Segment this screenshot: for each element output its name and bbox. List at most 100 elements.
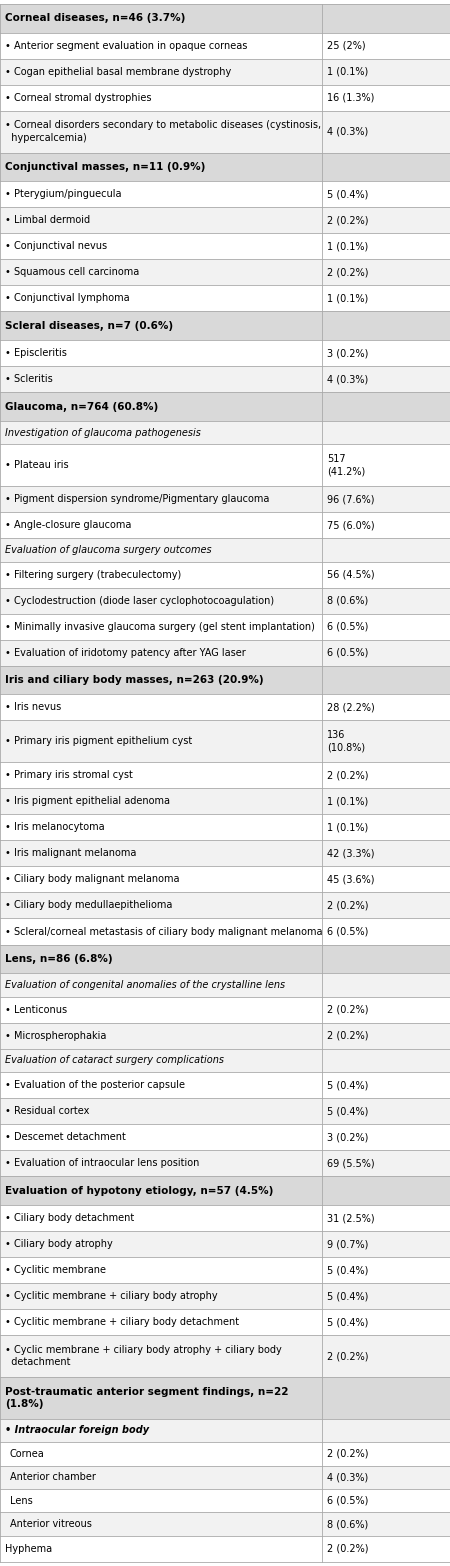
Text: Scleral diseases, n=7 (0.6%): Scleral diseases, n=7 (0.6%): [5, 321, 173, 330]
Text: • Iris pigment epithelial adenoma: • Iris pigment epithelial adenoma: [5, 796, 170, 806]
Text: • Cyclitic membrane + ciliary body detachment: • Cyclitic membrane + ciliary body detac…: [5, 1317, 239, 1328]
Bar: [0, 1206, 322, 1231]
Bar: [0, 182, 322, 207]
Text: • Cyclitic membrane: • Cyclitic membrane: [5, 1265, 106, 1275]
Bar: [0, 1283, 322, 1309]
Bar: [0, 614, 322, 639]
Bar: [322, 1073, 450, 1098]
Bar: [322, 485, 450, 512]
Bar: [0, 260, 322, 285]
Text: Post-traumatic anterior segment findings, n=22
(1.8%): Post-traumatic anterior segment findings…: [5, 1386, 288, 1409]
Text: 31 (2.5%): 31 (2.5%): [327, 1214, 374, 1223]
Bar: [322, 1536, 450, 1561]
Text: Corneal diseases, n=46 (3.7%): Corneal diseases, n=46 (3.7%): [5, 14, 185, 23]
Bar: [322, 1257, 450, 1283]
Bar: [322, 421, 450, 445]
Bar: [0, 1442, 322, 1466]
Text: 25 (2%): 25 (2%): [327, 41, 365, 50]
Bar: [0, 666, 322, 694]
Bar: [322, 1206, 450, 1231]
Bar: [0, 587, 322, 614]
Text: 2 (0.2%): 2 (0.2%): [327, 215, 368, 226]
Bar: [322, 996, 450, 1023]
Bar: [0, 1489, 322, 1513]
Bar: [322, 1513, 450, 1536]
Bar: [322, 5, 450, 33]
Text: 2 (0.2%): 2 (0.2%): [327, 1449, 368, 1460]
Bar: [0, 33, 322, 58]
Bar: [322, 260, 450, 285]
Text: • Primary iris pigment epithelium cyst: • Primary iris pigment epithelium cyst: [5, 736, 192, 747]
Text: • Microspherophakia: • Microspherophakia: [5, 1030, 106, 1041]
Bar: [322, 1309, 450, 1336]
Text: • Minimally invasive glaucoma surgery (gel stent implantation): • Minimally invasive glaucoma surgery (g…: [5, 622, 315, 631]
Text: 1 (0.1%): 1 (0.1%): [327, 822, 368, 832]
Text: • Cyclic membrane + ciliary body atrophy + ciliary body
  detachment: • Cyclic membrane + ciliary body atrophy…: [5, 1345, 282, 1367]
Text: 42 (3.3%): 42 (3.3%): [327, 849, 374, 858]
Bar: [322, 893, 450, 919]
Bar: [0, 152, 322, 182]
Bar: [0, 562, 322, 587]
Bar: [322, 340, 450, 366]
Text: 16 (1.3%): 16 (1.3%): [327, 92, 374, 103]
Text: 2 (0.2%): 2 (0.2%): [327, 1030, 368, 1041]
Text: 6 (0.5%): 6 (0.5%): [327, 1496, 368, 1506]
Text: • Descemet detachment: • Descemet detachment: [5, 1132, 126, 1142]
Text: • Ciliary body medullaepithelioma: • Ciliary body medullaepithelioma: [5, 900, 172, 910]
Bar: [322, 639, 450, 666]
Text: • Angle-closure glaucoma: • Angle-closure glaucoma: [5, 520, 131, 529]
Bar: [0, 1309, 322, 1336]
Bar: [0, 392, 322, 421]
Text: 6 (0.5%): 6 (0.5%): [327, 622, 368, 631]
Text: Iris and ciliary body masses, n=263 (20.9%): Iris and ciliary body masses, n=263 (20.…: [5, 675, 264, 684]
Text: Evaluation of glaucoma surgery outcomes: Evaluation of glaucoma surgery outcomes: [5, 545, 211, 554]
Text: 3 (0.2%): 3 (0.2%): [327, 348, 368, 359]
Text: • Scleritis: • Scleritis: [5, 374, 53, 384]
Text: • Plateau iris: • Plateau iris: [5, 460, 68, 470]
Bar: [322, 972, 450, 996]
Text: 2 (0.2%): 2 (0.2%): [327, 1005, 368, 1015]
Text: 2 (0.2%): 2 (0.2%): [327, 1544, 368, 1553]
Bar: [0, 421, 322, 445]
Bar: [0, 1176, 322, 1206]
Bar: [322, 1124, 450, 1151]
Text: 9 (0.7%): 9 (0.7%): [327, 1239, 368, 1250]
Text: 1 (0.1%): 1 (0.1%): [327, 67, 368, 77]
Text: 5 (0.4%): 5 (0.4%): [327, 1081, 368, 1090]
Bar: [0, 1257, 322, 1283]
Bar: [0, 1466, 322, 1489]
Text: • Cyclitic membrane + ciliary body atrophy: • Cyclitic membrane + ciliary body atrop…: [5, 1292, 218, 1301]
Bar: [0, 340, 322, 366]
Bar: [0, 539, 322, 562]
Text: • Residual cortex: • Residual cortex: [5, 1106, 90, 1117]
Bar: [322, 207, 450, 233]
Text: • Squamous cell carcinoma: • Squamous cell carcinoma: [5, 268, 139, 277]
Text: 136
(10.8%): 136 (10.8%): [327, 730, 365, 753]
Text: • Limbal dermoid: • Limbal dermoid: [5, 215, 90, 226]
Text: • Corneal stromal dystrophies: • Corneal stromal dystrophies: [5, 92, 152, 103]
Text: • Ciliary body malignant melanoma: • Ciliary body malignant melanoma: [5, 874, 180, 885]
Bar: [322, 841, 450, 866]
Text: 69 (5.5%): 69 (5.5%): [327, 1159, 374, 1168]
Bar: [0, 1536, 322, 1561]
Text: Hyphema: Hyphema: [5, 1544, 52, 1553]
Text: Anterior vitreous: Anterior vitreous: [10, 1519, 92, 1530]
Text: 5 (0.4%): 5 (0.4%): [327, 1292, 368, 1301]
Bar: [322, 1023, 450, 1049]
Text: Glaucoma, n=764 (60.8%): Glaucoma, n=764 (60.8%): [5, 401, 158, 412]
Bar: [322, 85, 450, 111]
Text: 6 (0.5%): 6 (0.5%): [327, 648, 368, 658]
Bar: [0, 720, 322, 763]
Bar: [322, 33, 450, 58]
Bar: [0, 893, 322, 919]
Text: 96 (7.6%): 96 (7.6%): [327, 493, 374, 504]
Bar: [322, 866, 450, 893]
Bar: [0, 1231, 322, 1257]
Bar: [0, 85, 322, 111]
Text: • Cyclodestruction (diode laser cyclophotocoagulation): • Cyclodestruction (diode laser cyclopho…: [5, 595, 274, 606]
Text: Evaluation of hypotony etiology, n=57 (4.5%): Evaluation of hypotony etiology, n=57 (4…: [5, 1185, 274, 1196]
Bar: [322, 944, 450, 972]
Text: 5 (0.4%): 5 (0.4%): [327, 189, 368, 199]
Bar: [322, 1489, 450, 1513]
Text: • Intraocular foreign body: • Intraocular foreign body: [5, 1425, 149, 1436]
